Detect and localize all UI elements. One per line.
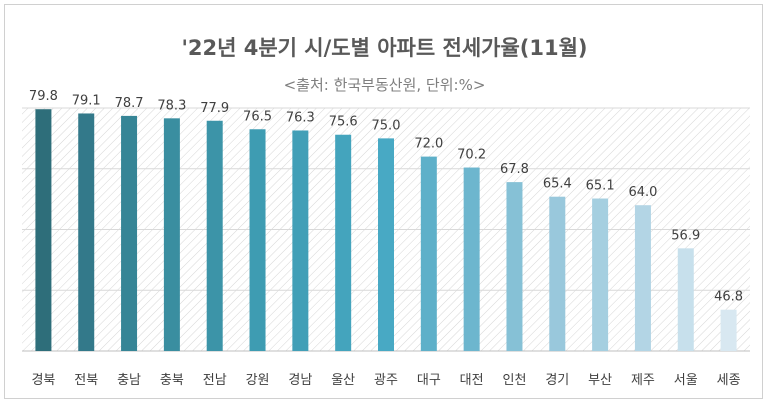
chart-title: '22년 4분기 시/도별 아파트 전세가율(11월) <box>181 36 588 60</box>
bar-경북 <box>35 109 52 351</box>
category-label: 대전 <box>460 373 484 388</box>
category-label: 서울 <box>674 373 698 388</box>
value-label: 56.9 <box>671 228 700 243</box>
bar-전남 <box>206 120 223 351</box>
value-label: 65.1 <box>586 179 615 194</box>
category-label: 경북 <box>31 373 55 388</box>
value-label: 64.0 <box>628 185 657 200</box>
bar-충북 <box>163 118 180 351</box>
value-label: 79.8 <box>29 89 58 104</box>
category-label: 경기 <box>545 373 569 388</box>
value-label: 67.8 <box>500 162 529 177</box>
category-label: 세종 <box>717 373 741 388</box>
bar-광주 <box>378 138 394 351</box>
value-label: 72.0 <box>414 137 443 152</box>
category-label: 울산 <box>331 373 355 388</box>
value-label: 76.5 <box>243 109 272 124</box>
bars <box>35 109 737 352</box>
category-label: 부산 <box>588 373 612 388</box>
category-label: 인천 <box>503 373 527 388</box>
value-label: 79.1 <box>72 93 101 108</box>
chart-subtitle: <출처: 한국부동산원, 단위:%> <box>283 76 486 94</box>
value-label: 76.3 <box>286 110 315 125</box>
value-label: 75.0 <box>372 118 401 133</box>
value-label: 75.6 <box>329 115 358 130</box>
bar-부산 <box>592 198 609 351</box>
bar-대전 <box>463 167 480 351</box>
bar-경기 <box>549 196 566 351</box>
value-label: 78.7 <box>115 96 144 111</box>
category-label: 전남 <box>203 373 227 388</box>
category-labels: 경북 전북 충남 충북 전남 강원 경남 울산 광주 대구 대전 인천 경기 부산 제주 서울 세종 <box>31 373 740 388</box>
category-label: 전북 <box>74 373 98 388</box>
bar-제주 <box>634 205 651 351</box>
bar-세종 <box>720 309 737 351</box>
category-label: 충북 <box>160 373 184 388</box>
bar-울산 <box>335 134 352 351</box>
category-label: 제주 <box>631 373 655 388</box>
category-label: 광주 <box>374 373 398 388</box>
category-label: 강원 <box>246 373 270 388</box>
category-label: 충남 <box>117 373 141 388</box>
value-label: 70.2 <box>457 148 486 163</box>
bar-대구 <box>420 156 437 351</box>
value-label: 46.8 <box>714 290 743 305</box>
value-label: 78.3 <box>157 98 186 113</box>
bar-인천 <box>506 182 523 351</box>
category-label: 경남 <box>288 373 312 388</box>
bar-전북 <box>78 113 95 351</box>
bar-충남 <box>121 115 138 352</box>
value-label: 65.4 <box>543 177 572 192</box>
bar-서울 <box>677 248 694 351</box>
value-label: 77.9 <box>200 101 229 116</box>
bar-경남 <box>292 130 309 351</box>
bar-강원 <box>249 129 266 351</box>
value-labels: 79.8 79.1 78.7 78.3 77.9 76.5 76.3 75.6 75.0 72.0… <box>29 89 743 304</box>
category-label: 대구 <box>417 373 441 388</box>
